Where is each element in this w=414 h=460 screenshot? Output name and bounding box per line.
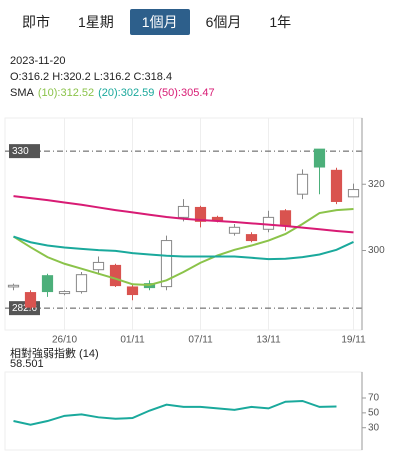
candle-body [279, 210, 292, 226]
candle-body [109, 264, 122, 287]
candle-body [92, 261, 105, 271]
candle-body [75, 274, 88, 293]
candle-body [126, 286, 139, 296]
candle-body [347, 189, 360, 198]
candle-body [7, 284, 20, 288]
sma-entry: (50):305.47 [158, 87, 215, 99]
price-box-label: 330 [12, 146, 29, 157]
y-tick-label: 30 [368, 422, 380, 433]
date: 2023-11-20 [10, 55, 66, 67]
tab[interactable]: 即市 [22, 14, 50, 30]
candle-body [228, 226, 241, 234]
rsi-frame [4, 371, 363, 451]
candle-body [262, 216, 275, 230]
sma-label: SMA [10, 87, 34, 99]
line-series [13, 399, 337, 426]
x-tick-label: 01/11 [120, 335, 145, 346]
tab[interactable]: 1年 [269, 14, 292, 30]
candle-body [24, 292, 37, 308]
y-tick-label: 300 [368, 245, 385, 256]
y-tick-label: 70 [368, 393, 380, 404]
candle-body [194, 206, 207, 222]
tab-bar: 即市 1星期 1個月 6個月 1年 [10, 9, 307, 35]
candle-body [330, 169, 343, 202]
line-series [13, 235, 354, 261]
sma-entry: (20):302.59 [98, 87, 155, 99]
ohlc: O:316.2 H:320.2 L:316.2 C:318.4 [10, 71, 173, 83]
sma-legend: SMA (10):312.52 (20):302.59 (50):305.47 [10, 87, 215, 99]
sma-entry: (10):312.52 [37, 87, 95, 99]
candle-body [58, 291, 71, 295]
price-box-label: 282.6 [12, 303, 37, 314]
x-tick-label: 19/11 [341, 335, 366, 346]
candle-body [160, 240, 173, 288]
candle-body [41, 275, 54, 293]
y-tick-label: 320 [368, 179, 385, 190]
tab[interactable]: 1星期 [78, 14, 114, 30]
plot-frame [4, 117, 363, 331]
x-tick-label: 07/11 [188, 335, 213, 346]
candle-body [313, 148, 326, 168]
tab[interactable]: 1個月 [129, 9, 190, 35]
rsi-value: 58.501 [10, 358, 44, 370]
y-tick-label: 50 [368, 407, 380, 418]
rsi-title: 相對強弱指數 (14) [10, 348, 99, 360]
candle-body [245, 234, 258, 242]
x-tick-label: 26/10 [52, 335, 77, 346]
x-tick-label: 13/11 [256, 335, 281, 346]
tab[interactable]: 6個月 [205, 14, 242, 30]
line-series [13, 195, 354, 234]
candle-body [296, 173, 309, 195]
price-box [9, 144, 40, 159]
candle-body [177, 205, 190, 218]
